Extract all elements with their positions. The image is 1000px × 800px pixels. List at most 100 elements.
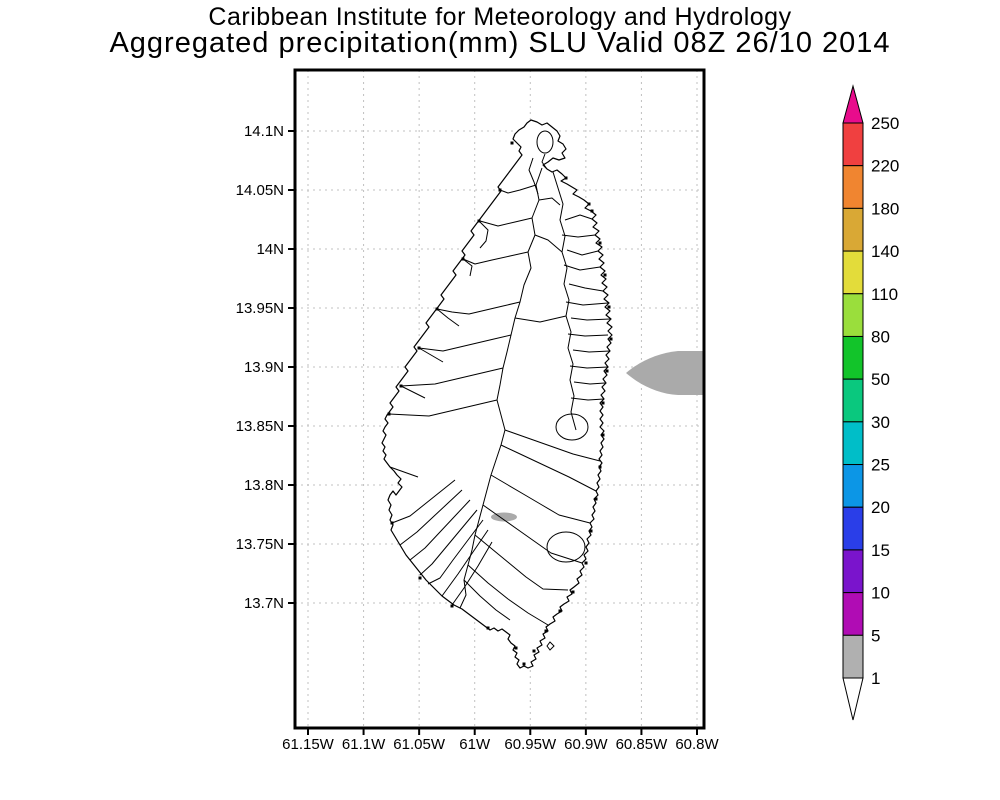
- watershed-line: [563, 264, 601, 271]
- watershed-line: [399, 489, 463, 546]
- colorbar-segment: [842, 293, 864, 337]
- lon-tick-label: 60.95W: [504, 736, 557, 753]
- watershed-lines: [388, 130, 611, 626]
- lat-tick-label: 13.75N: [236, 536, 284, 553]
- watershed-line: [552, 171, 577, 431]
- watershed-line: [391, 479, 456, 524]
- colorbar-segment: [842, 335, 864, 380]
- lon-tick-label: 60.85W: [616, 736, 669, 753]
- watershed-line: [451, 541, 493, 606]
- colorbar-segment: [842, 122, 864, 167]
- colorbar-segment: [842, 250, 864, 295]
- lon-tick-label: 60.9W: [564, 736, 608, 753]
- colorbar-label: 80: [871, 327, 890, 346]
- lat-tick-label: 13.95N: [236, 300, 284, 317]
- lon-tick-label: 61.05W: [393, 736, 446, 753]
- lat-tick-label: 14.05N: [236, 182, 284, 199]
- watershed-line: [436, 301, 521, 315]
- colorbar-arrow-bottom: [842, 677, 864, 721]
- island-saint-lucia: [381, 119, 613, 669]
- lat-tick-label: 13.85N: [236, 418, 284, 435]
- colorbar-label: 250: [871, 114, 899, 133]
- watershed-line: [418, 334, 512, 352]
- watershed-line: [462, 251, 529, 265]
- watershed-line: [418, 347, 444, 363]
- watershed-line: [569, 365, 609, 369]
- colorbar-label: 10: [871, 584, 890, 603]
- watershed-line: [388, 399, 498, 417]
- colorbar-segment: [842, 165, 864, 209]
- colorbar-label: 140: [871, 242, 899, 261]
- watershed-line: [573, 381, 606, 385]
- watershed-basin: [546, 531, 586, 563]
- watershed-line: [568, 283, 604, 292]
- lon-tick-label: 60.8W: [675, 736, 719, 753]
- lat-tick-label: 13.9N: [244, 359, 284, 376]
- colorbar-label: 5: [871, 626, 880, 645]
- colorbar-label: 220: [871, 157, 899, 176]
- colorbar-label: 25: [871, 456, 890, 475]
- watershed-line: [534, 234, 563, 253]
- watershed-line: [436, 308, 460, 327]
- colorbar-segment: [842, 207, 864, 252]
- watershed-line: [462, 258, 473, 277]
- colorbar-label: 15: [871, 541, 890, 560]
- map-frame: [293, 68, 706, 730]
- colorbar-label: 180: [871, 199, 899, 218]
- colorbar-segment: [842, 464, 864, 508]
- watershed-line: [538, 197, 561, 206]
- lat-tick-label: 13.7N: [244, 595, 284, 612]
- watershed-line: [490, 474, 591, 524]
- colorbar-label: 1: [871, 669, 880, 688]
- watershed-line: [479, 217, 533, 227]
- watershed-line: [419, 509, 478, 576]
- watershed-line: [427, 519, 484, 585]
- watershed-line: [400, 385, 426, 399]
- lat-tick-label: 14.1N: [244, 123, 284, 140]
- offshore-islet: [546, 641, 555, 651]
- watershed-line: [564, 214, 593, 221]
- watershed-line: [400, 367, 504, 387]
- colorbar-segment: [842, 549, 864, 594]
- watershed-line: [500, 444, 597, 492]
- colorbar-arrow-top: [842, 84, 864, 124]
- watershed-line: [389, 466, 419, 478]
- watershed-line: [514, 315, 567, 323]
- watershed-basin: [555, 413, 589, 441]
- lon-tick-label: 61W: [459, 736, 491, 753]
- watershed-line: [570, 397, 605, 401]
- watershed-line: [567, 333, 609, 337]
- colorbar-label: 50: [871, 370, 890, 389]
- watershed-line: [482, 504, 583, 564]
- colorbar: 250 220 180 140 110 80 50 30 25 20 15 10 5 1: [842, 84, 899, 721]
- title-product: Aggregated precipitation(mm) SLU Valid 0…: [109, 27, 891, 59]
- watershed-line: [570, 317, 611, 321]
- colorbar-segment: [842, 421, 864, 466]
- axis-ticks-and-labels: 14.1N 14.05N 14N 13.95N 13.9N 13.85N 13.8N 13.7…: [236, 123, 720, 753]
- watershed-line: [409, 499, 471, 561]
- lon-tick-label: 61.15W: [282, 736, 335, 753]
- offshore-precip-blob: [626, 351, 704, 395]
- colorbar-segment: [842, 634, 864, 679]
- lat-tick-label: 13.8N: [244, 477, 284, 494]
- north-head-basin: [536, 130, 554, 154]
- colorbar-label: 110: [871, 285, 898, 304]
- island-coastline: [381, 119, 613, 669]
- watershed-line: [565, 301, 609, 306]
- title-institution: Caribbean Institute for Meteorology and …: [208, 3, 792, 31]
- watershed-line: [504, 429, 601, 462]
- colorbar-label: 20: [871, 498, 890, 517]
- watershed-line: [463, 579, 511, 621]
- colorbar-label: 30: [871, 413, 890, 432]
- watershed-line: [541, 153, 548, 170]
- watershed-line: [496, 167, 543, 401]
- colorbar-segment: [842, 378, 864, 423]
- watershed-line: [499, 184, 537, 194]
- watershed-line: [561, 234, 596, 238]
- watershed-line: [478, 220, 489, 249]
- colorbar-segment: [842, 506, 864, 551]
- watershed-line: [566, 249, 599, 256]
- watershed-line: [528, 157, 539, 195]
